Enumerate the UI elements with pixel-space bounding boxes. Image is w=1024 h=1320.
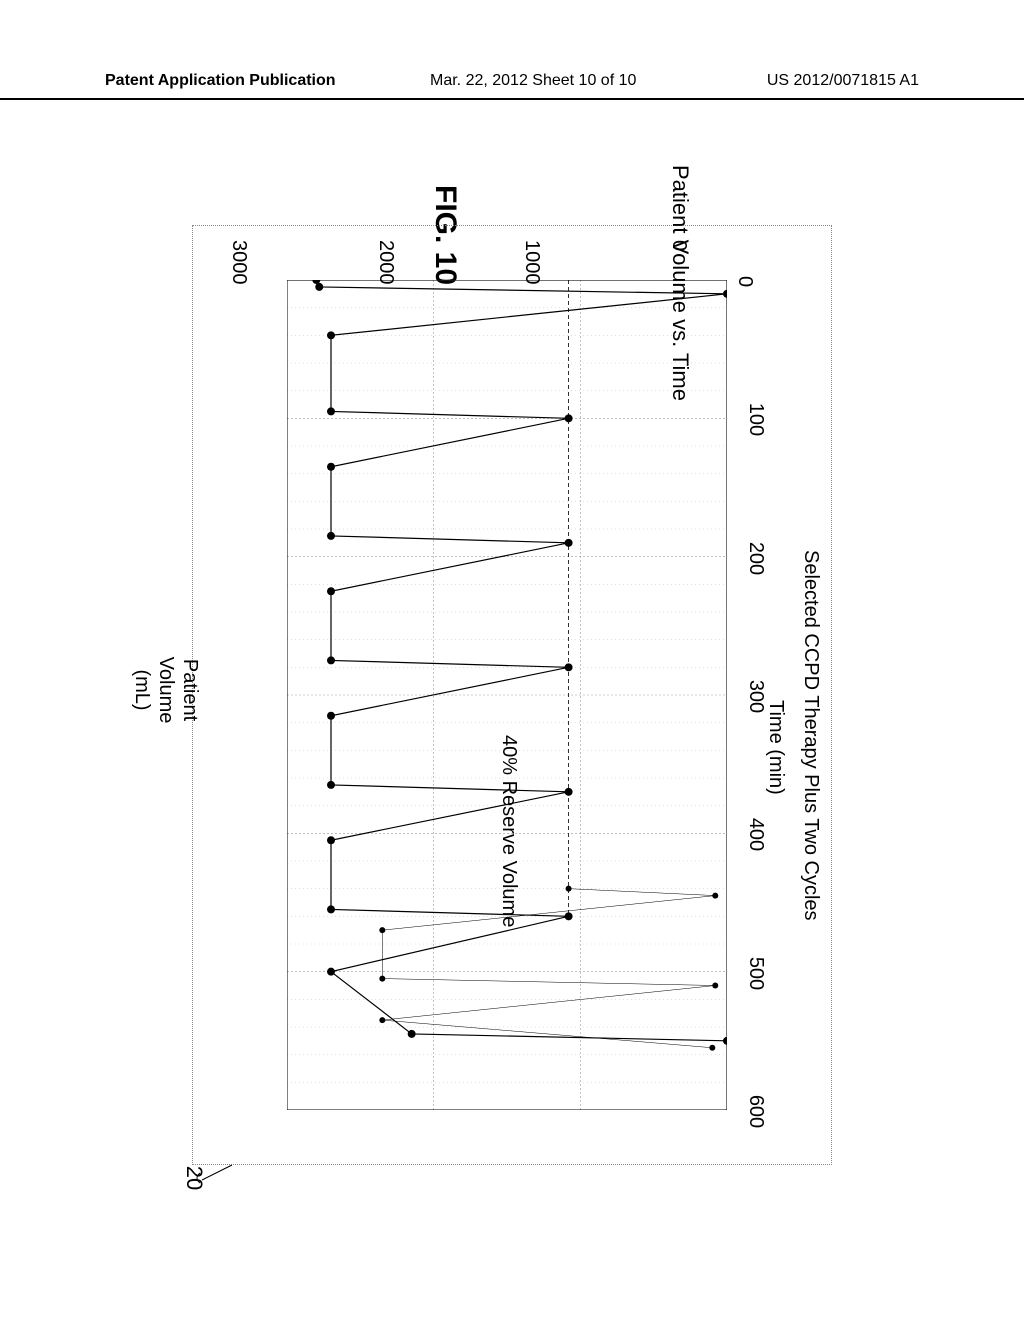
x-tick-label: 300 (744, 680, 767, 713)
y-tick-label: 0 (667, 240, 690, 251)
y-tick-label: 1000 (520, 240, 543, 285)
figure-container: FIG. 10 Patient Volume vs. Time Patient … (62, 170, 962, 1220)
x-tick-label: 200 (744, 541, 767, 574)
chart-svg (287, 280, 727, 1110)
x-tick-label: 500 (744, 956, 767, 989)
x-tick-label: 400 (744, 818, 767, 851)
header-center: Mar. 22, 2012 Sheet 10 of 10 (430, 72, 636, 90)
header-right: US 2012/0071815 A1 (767, 72, 919, 90)
y-axis-label-text: Patient Volume (mL) (131, 657, 201, 724)
y-axis-label: Patient Volume (mL) (130, 620, 202, 760)
y-tick-label: 3000 (227, 240, 250, 285)
x-tick-label: 600 (744, 1095, 767, 1128)
x-axis-sublabel: Selected CCPD Therapy Plus Two Cycles (799, 550, 822, 950)
x-axis-label: Time (min) (764, 700, 787, 795)
header-left: Patent Application Publication (105, 72, 336, 90)
chart-plot-area (287, 280, 727, 1110)
x-tick-label: 0 (733, 276, 756, 287)
y-tick-label: 2000 (374, 240, 397, 285)
page-header: Patent Application Publication Mar. 22, … (0, 70, 1024, 100)
x-tick-label: 100 (744, 403, 767, 436)
callout-leader (192, 1155, 242, 1185)
